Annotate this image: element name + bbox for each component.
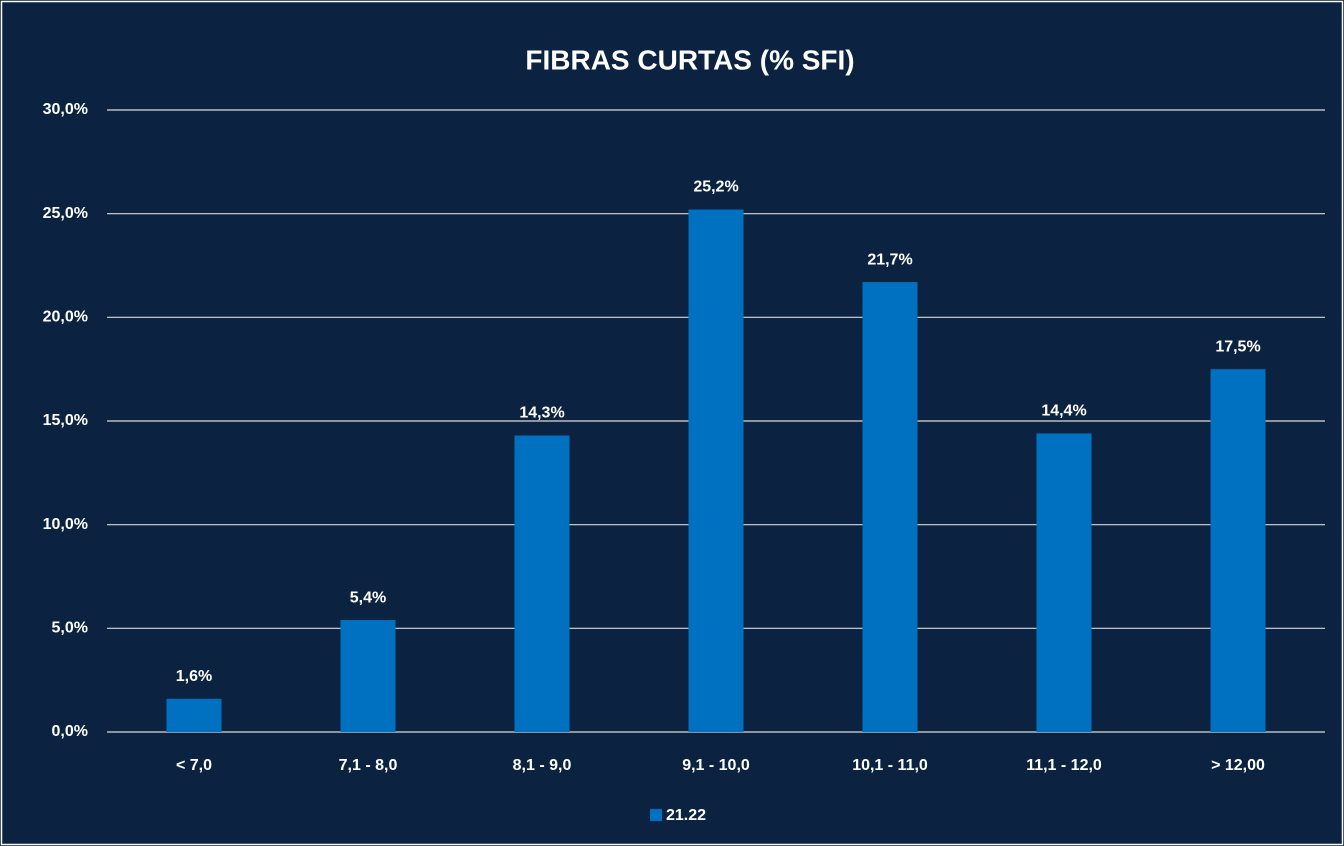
data-label: 21,7% — [867, 251, 912, 268]
x-tick-label: 10,1 - 11,0 — [852, 757, 928, 774]
data-label: 1,6% — [176, 668, 212, 685]
data-label: 25,2% — [693, 179, 738, 196]
x-tick-label: 11,1 - 12,0 — [1026, 757, 1102, 774]
data-label: 14,4% — [1041, 403, 1086, 420]
x-tick-label: 9,1 - 10,0 — [682, 757, 750, 774]
bar — [514, 435, 570, 732]
x-tick-label: 7,1 - 8,0 — [339, 757, 398, 774]
x-tick-label: < 7,0 — [176, 757, 212, 774]
data-label: 5,4% — [350, 589, 386, 606]
y-tick-label: 15,0% — [43, 412, 88, 429]
bar — [862, 282, 918, 732]
y-tick-label: 10,0% — [43, 516, 88, 533]
chart-title: FIBRAS CURTAS (% SFI) — [525, 44, 854, 75]
y-tick-label: 20,0% — [43, 309, 88, 326]
x-tick-label: 8,1 - 9,0 — [513, 757, 572, 774]
y-tick-label: 25,0% — [43, 205, 88, 222]
data-label: 17,5% — [1215, 338, 1260, 355]
bar — [1210, 369, 1266, 732]
x-tick-label: > 12,00 — [1211, 757, 1265, 774]
bar — [688, 209, 744, 732]
y-tick-label: 0,0% — [52, 723, 88, 740]
data-label: 14,3% — [519, 405, 564, 422]
bar — [1036, 433, 1092, 732]
legend-swatch — [650, 809, 662, 821]
y-tick-label: 5,0% — [52, 620, 88, 637]
legend-label: 21.22 — [666, 807, 706, 824]
y-tick-label: 30,0% — [43, 101, 88, 118]
bar — [340, 620, 396, 732]
bar — [166, 698, 222, 732]
